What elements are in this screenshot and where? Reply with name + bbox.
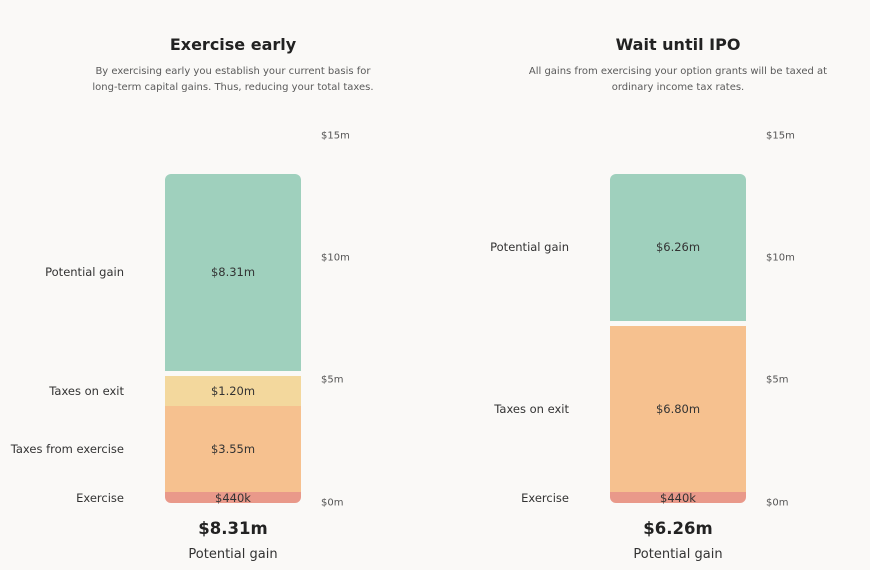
series-label: Exercise	[521, 490, 569, 505]
bar-segment: $6.26m	[610, 173, 746, 322]
y-tick-label: $15m	[321, 130, 350, 142]
total-value: $6.26m	[643, 519, 713, 538]
chart-wait-until-ipo: Wait until IPO All gains from exercising …	[435, 0, 870, 570]
series-label: Taxes from exercise	[10, 441, 124, 456]
bar-value-label: $6.80m	[655, 402, 701, 417]
series-label: Potential gain	[490, 240, 569, 255]
total-caption: Potential gain	[633, 547, 723, 562]
y-tick-label: $5m	[321, 374, 344, 386]
bar-value-label: $440k	[215, 490, 251, 505]
bar-value-label: $3.55m	[210, 441, 256, 456]
series-label: Taxes on exit	[49, 384, 124, 398]
chart-subtitle: All gains from exercising your option gr…	[528, 66, 828, 93]
bar-value-label: $1.20m	[210, 383, 256, 398]
y-tick-label: $10m	[766, 252, 795, 264]
series-label: Potential gain	[45, 265, 124, 280]
bar-segment: $6.80m	[610, 326, 746, 493]
chart-title: Wait until IPO	[615, 35, 741, 54]
bar-segment: $8.31m	[165, 173, 301, 372]
chart-title: Exercise early	[169, 35, 297, 54]
total-value: $8.31m	[198, 519, 268, 538]
bar-segment: $3.55m	[165, 405, 301, 493]
y-tick-label: $10m	[321, 252, 350, 264]
y-tick-label: $0m	[766, 497, 789, 509]
y-tick-label: $5m	[766, 374, 789, 386]
bar-value-label: $440k	[660, 490, 696, 505]
bar-segment: $1.20m	[165, 376, 301, 406]
bar-value-label: $8.31m	[210, 265, 256, 280]
y-tick-label: $15m	[766, 130, 795, 142]
y-tick-label: $0m	[321, 497, 344, 509]
bar-segment: $440k	[610, 490, 746, 505]
total-caption: Potential gain	[188, 547, 278, 562]
chart-subtitle: By exercising early you establish your c…	[92, 66, 374, 93]
series-label: Taxes on exit	[494, 402, 569, 417]
bar-segment: $440k	[165, 490, 301, 505]
series-label: Exercise	[76, 490, 124, 505]
chart-exercise-early: Exercise early By exercising early you es…	[10, 35, 374, 562]
bar-value-label: $6.26m	[655, 240, 701, 255]
